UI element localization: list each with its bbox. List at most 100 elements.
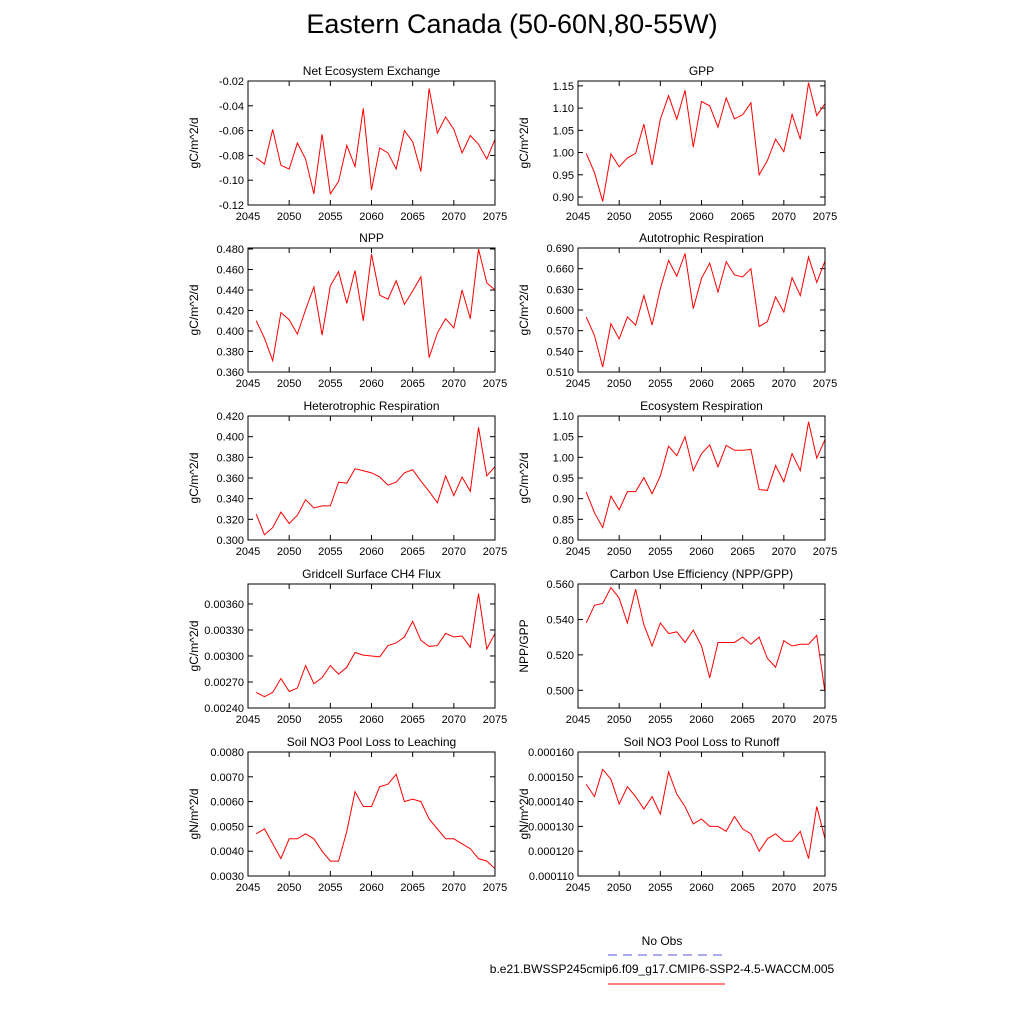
x-tick-label: 2045 (236, 882, 260, 894)
y-tick-label: 0.95 (553, 170, 574, 182)
x-tick-label: 2050 (277, 882, 301, 894)
y-axis-label: gC/m^2/d (187, 453, 201, 504)
y-tick-label: 0.560 (546, 579, 574, 591)
panel-title: Net Ecosystem Exchange (303, 64, 441, 78)
plot-frame (577, 80, 826, 206)
x-tick-label: 2055 (648, 546, 672, 558)
x-tick-label: 2065 (730, 546, 754, 558)
y-tick-label: 0.300 (216, 535, 244, 547)
panel: Autotrophic Respiration gC/m^2/d 2045 2050 2… (517, 231, 837, 390)
y-tick-label: 0.95 (553, 473, 574, 485)
panel: Ecosystem Respiration gC/m^2/d 2045 2050 205… (517, 399, 837, 558)
plot-frame (247, 247, 496, 373)
y-tick-label: 0.480 (216, 244, 244, 256)
x-tick-label: 2070 (772, 714, 796, 726)
panel: Net Ecosystem Exchange gC/m^2/d 2045 2050 20… (187, 64, 507, 223)
x-tick-label: 2075 (813, 882, 837, 894)
y-axis-label: gC/m^2/d (187, 621, 201, 672)
x-tick-label: 2045 (566, 211, 590, 223)
y-tick-label: 0.0080 (210, 747, 244, 759)
y-tick-label: 0.380 (216, 452, 244, 464)
y-tick-label: 1.00 (553, 148, 574, 160)
y-axis-label: gC/m^2/d (517, 118, 531, 169)
x-tick-label: 2045 (236, 714, 260, 726)
y-tick-label: 0.00270 (204, 677, 244, 689)
data-line (585, 421, 826, 529)
legend-label: No Obs (642, 934, 683, 948)
legend-label: b.e21.BWSSP245cmip6.f09_g17.CMIP6-SSP2-4… (490, 962, 835, 976)
x-tick-label: 2050 (607, 714, 631, 726)
y-tick-label: 0.00240 (204, 703, 244, 715)
panel-title: Ecosystem Respiration (640, 399, 763, 413)
panel: Heterotrophic Respiration gC/m^2/d 2045 205… (187, 399, 507, 558)
x-tick-label: 2060 (359, 546, 383, 558)
x-tick-label: 2050 (607, 882, 631, 894)
panel-title: Heterotrophic Respiration (303, 399, 439, 413)
x-tick-label: 2055 (648, 378, 672, 390)
x-tick-label: 2070 (772, 211, 796, 223)
plot-frame (577, 415, 826, 541)
panel-title: Soil NO3 Pool Loss to Leaching (287, 735, 456, 749)
plot-frame (247, 80, 496, 206)
y-tick-label: 0.400 (216, 432, 244, 444)
y-tick-label: -0.04 (219, 101, 244, 113)
x-tick-label: 2050 (607, 546, 631, 558)
y-tick-label: 0.440 (216, 285, 244, 297)
y-tick-label: 0.0040 (210, 846, 244, 858)
data-line (255, 593, 496, 698)
x-tick-label: 2060 (359, 378, 383, 390)
panel-title: Gridcell Surface CH4 Flux (302, 567, 441, 581)
y-tick-label: 0.85 (553, 514, 574, 526)
plot-frame (247, 751, 496, 877)
x-tick-label: 2060 (689, 882, 713, 894)
y-tick-label: 1.10 (553, 103, 574, 115)
y-tick-label: -0.02 (219, 76, 244, 88)
x-tick-label: 2065 (730, 378, 754, 390)
x-tick-label: 2075 (483, 378, 507, 390)
y-tick-label: 0.000150 (528, 772, 574, 784)
x-tick-label: 2055 (318, 546, 342, 558)
y-tick-label: 0.90 (553, 494, 574, 506)
x-tick-label: 2055 (318, 378, 342, 390)
x-tick-label: 2070 (772, 882, 796, 894)
x-tick-label: 2065 (400, 546, 424, 558)
y-tick-label: -0.12 (219, 200, 244, 212)
x-tick-label: 2050 (277, 546, 301, 558)
y-tick-label: 0.0060 (210, 797, 244, 809)
x-tick-label: 2045 (236, 546, 260, 558)
x-tick-label: 2065 (400, 378, 424, 390)
y-tick-label: 0.570 (546, 326, 574, 338)
panel-title: Autotrophic Respiration (639, 231, 764, 245)
x-tick-label: 2065 (400, 714, 424, 726)
y-tick-label: 0.90 (553, 192, 574, 204)
x-tick-label: 2060 (359, 882, 383, 894)
panel: Gridcell Surface CH4 Flux gC/m^2/d 2045 205… (187, 567, 507, 726)
panel-title: NPP (359, 231, 384, 245)
y-tick-label: 0.0070 (210, 772, 244, 784)
x-tick-label: 2055 (318, 714, 342, 726)
y-tick-label: 1.05 (553, 432, 574, 444)
y-tick-label: 0.460 (216, 265, 244, 277)
panel-title: GPP (689, 64, 714, 78)
y-axis-label: gN/m^2/d (517, 789, 531, 840)
x-tick-label: 2075 (813, 546, 837, 558)
y-tick-label: 0.00300 (204, 651, 244, 663)
x-tick-label: 2065 (400, 882, 424, 894)
y-tick-label: 1.15 (553, 81, 574, 93)
x-tick-label: 2045 (236, 378, 260, 390)
x-tick-label: 2075 (813, 211, 837, 223)
x-tick-label: 2045 (236, 211, 260, 223)
y-tick-label: 0.000140 (528, 797, 574, 809)
y-tick-label: 0.340 (216, 494, 244, 506)
y-tick-label: 0.420 (216, 306, 244, 318)
y-tick-label: 0.0030 (210, 871, 244, 883)
y-tick-label: 0.520 (546, 650, 574, 662)
x-tick-label: 2060 (689, 546, 713, 558)
y-tick-label: 0.00360 (204, 599, 244, 611)
y-tick-label: 0.600 (546, 305, 574, 317)
plot-frame (247, 415, 496, 541)
x-tick-label: 2070 (772, 546, 796, 558)
x-tick-label: 2075 (483, 546, 507, 558)
data-line (255, 88, 496, 196)
